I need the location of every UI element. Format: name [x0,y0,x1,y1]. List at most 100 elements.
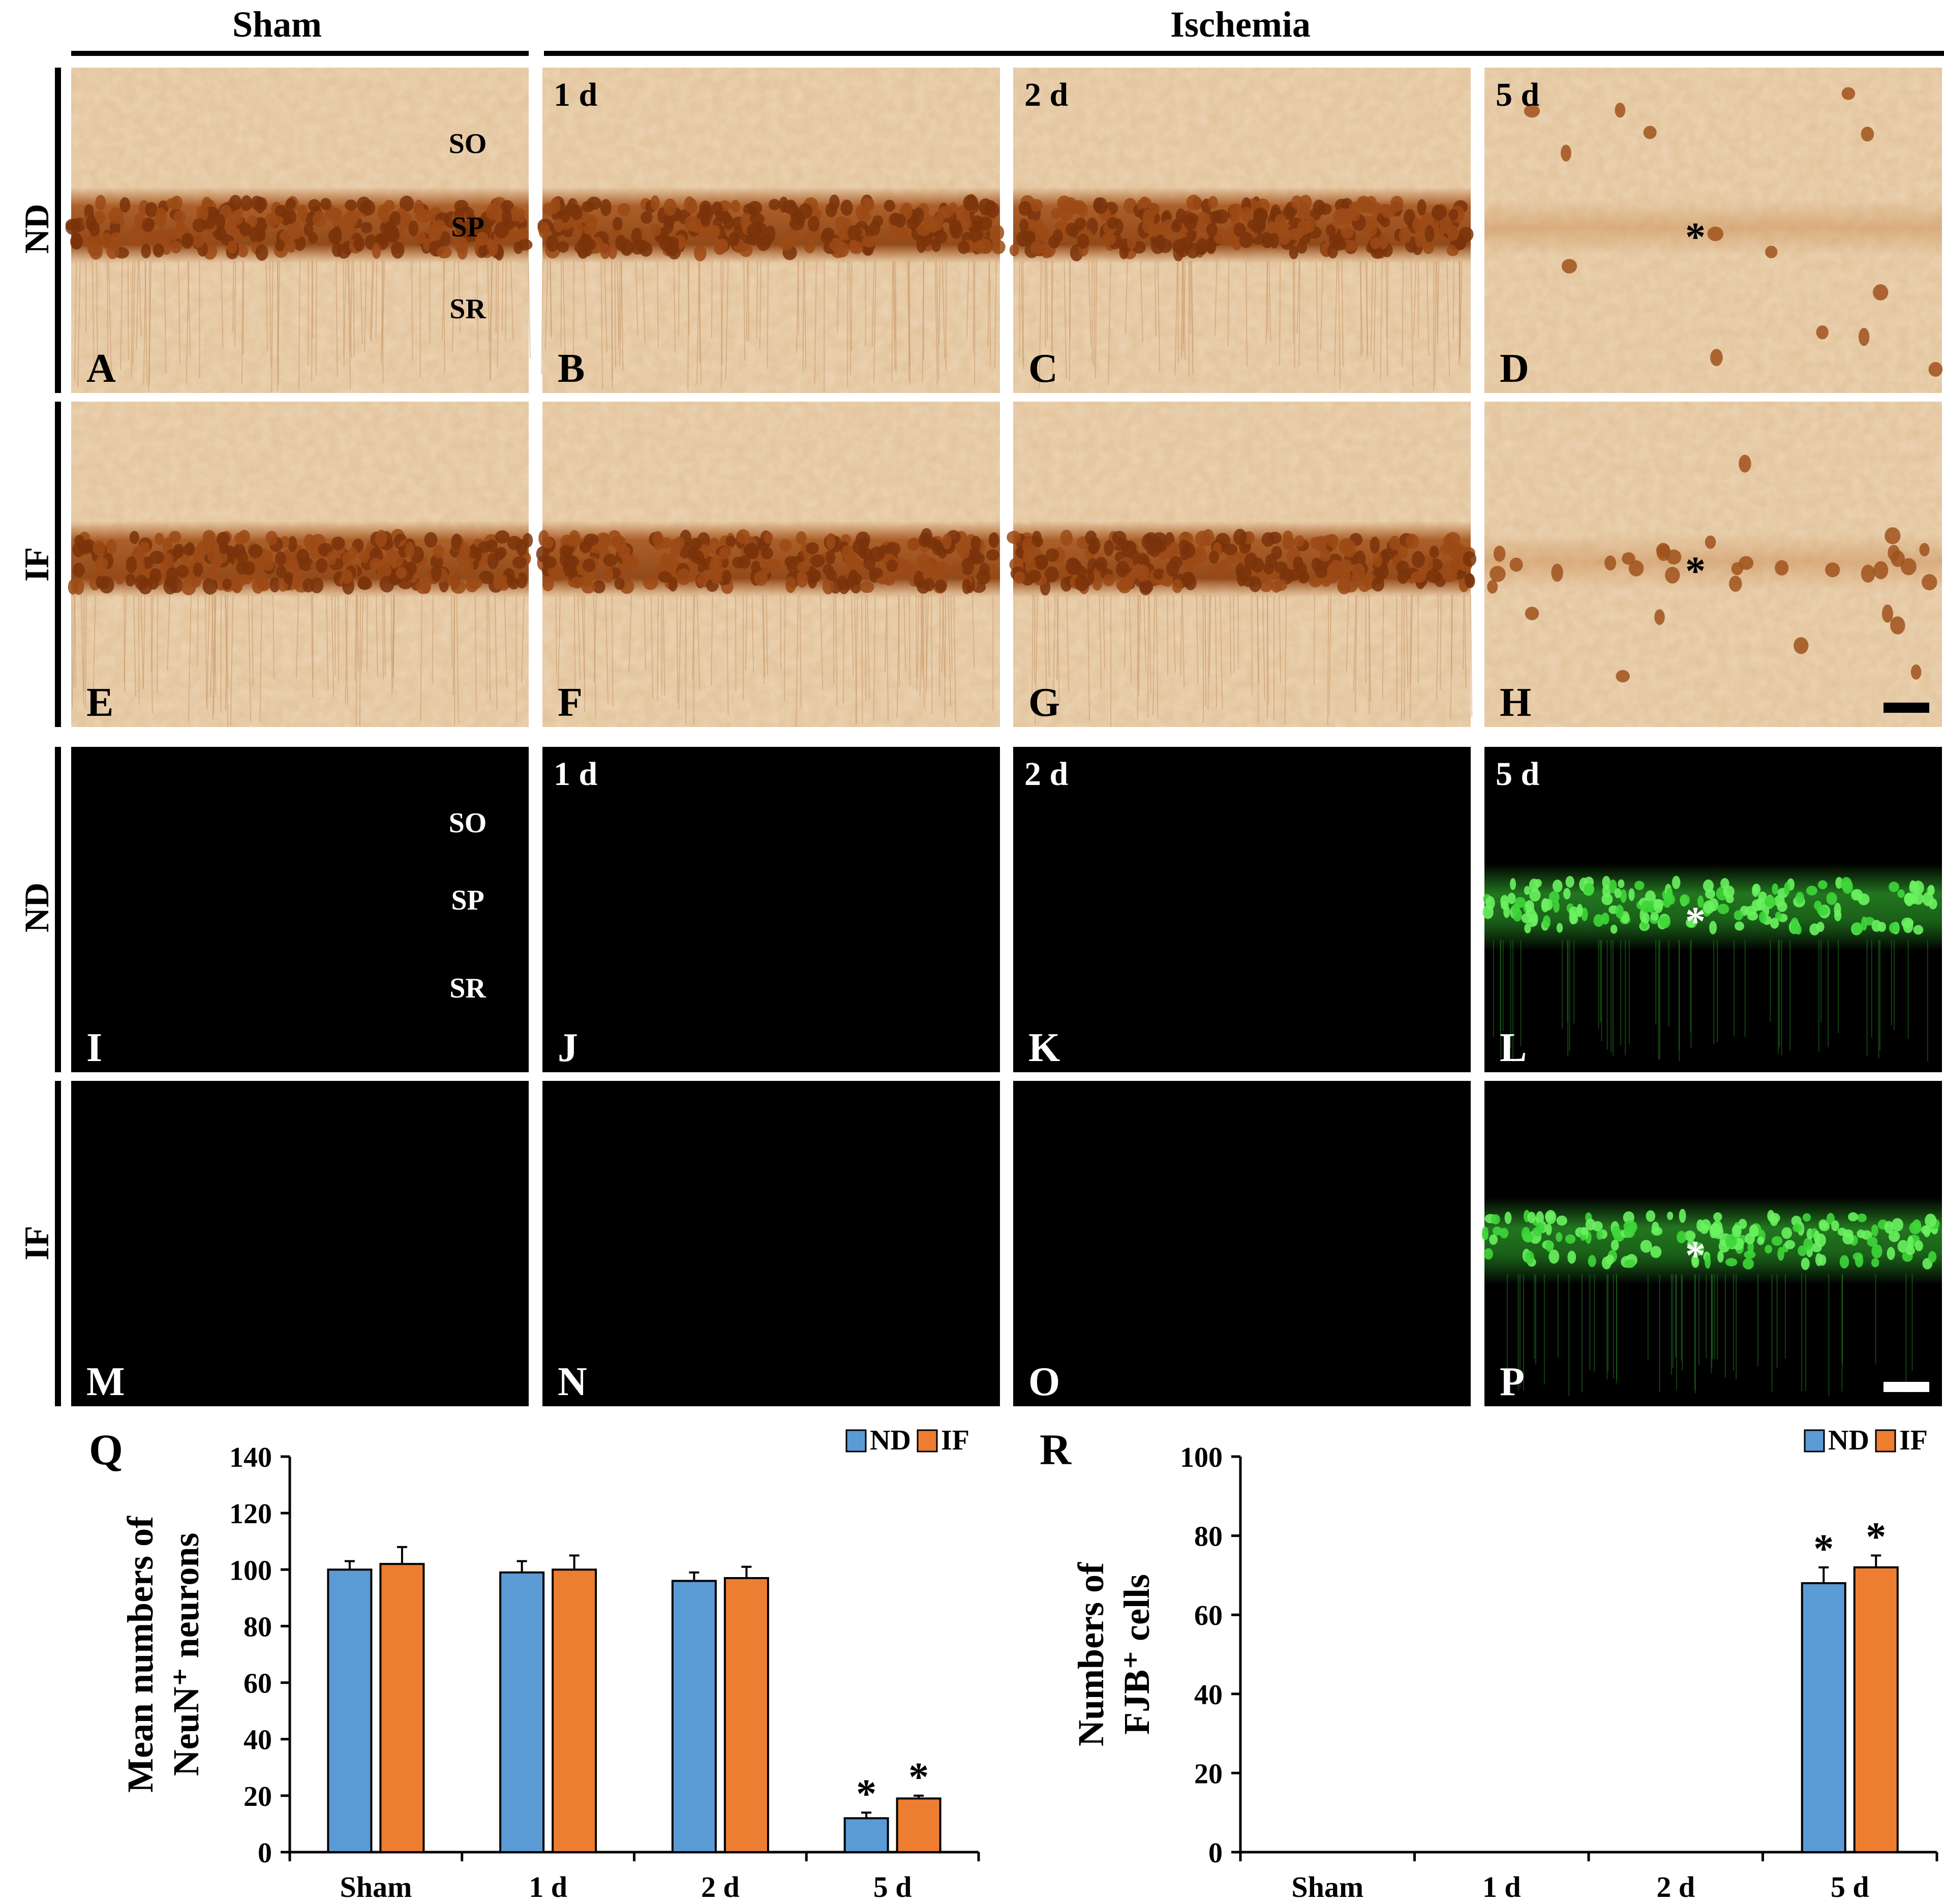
neuron-cell [553,566,565,582]
bar-if [896,1797,941,1854]
dendrite [1035,594,1038,726]
fjb-positive-cell [1889,882,1899,892]
neuron-cell [949,219,962,235]
dendrite [124,594,126,691]
neuron-cell [692,221,702,233]
dendrite [1173,594,1176,673]
fjb-positive-cell [1565,875,1574,888]
neuron-cell [1325,224,1336,237]
layer-label-so: SO [449,807,487,839]
bar-if [1853,1566,1899,1854]
neuron-cell [71,232,82,250]
fjb-positive-cell [1813,1230,1820,1244]
dendrite [941,594,945,673]
neuron-cell [139,541,150,554]
neuron-cell [1166,544,1178,560]
dendrite [676,594,679,703]
significance-asterisk: * [1813,1527,1834,1571]
fjb-positive-cell [1593,914,1604,927]
panel-letter: R [1040,1425,1072,1474]
neuron-cell [1268,531,1282,544]
neuron-cell [1888,545,1900,561]
neuron-cell [1710,349,1723,367]
dendrite [336,260,338,377]
neuron-cell [216,214,226,231]
y-axis-label: NeuN⁺ neurons [166,1533,206,1776]
neuron-cell [331,242,342,257]
dendrite [1214,594,1218,708]
fjb-positive-cell [1588,1255,1596,1267]
fjb-positive-cell [1542,915,1551,929]
panel-letter: Q [89,1425,123,1474]
fjb-positive-cell [1641,900,1652,913]
dendrite [938,594,941,696]
neuron-cell [1604,555,1617,570]
neuron-cell [1370,536,1380,554]
y-axis-label: FJB⁺ cells [1116,1574,1157,1735]
dendrite [371,260,374,343]
dendrite [1382,594,1384,700]
panel-background [1013,1081,1471,1406]
neuron-cell [95,195,106,210]
neuron-cell [517,227,528,243]
fjb-positive-cell [1867,1236,1878,1247]
neuron-cell [1282,205,1295,220]
neuron-cell [612,217,623,231]
neuron-cell [93,211,106,225]
neuron-cell [728,232,740,247]
bar-if [552,1568,597,1853]
fjb-positive-cell [1483,1248,1493,1260]
neuron-cell [1025,219,1038,232]
dendrite [687,260,690,336]
dendrite [921,594,925,708]
y-tick-label: 0 [258,1837,272,1869]
y-tick-label: 60 [244,1668,272,1700]
dendrite [1426,260,1430,355]
neuron-cell [1066,558,1080,576]
fjb-positive-cell [1634,881,1645,891]
fjb-positive-cell [1781,1227,1793,1239]
neuron-cell [746,223,762,239]
neuron-cell [216,532,230,547]
neuron-cell [542,202,556,216]
neuron-cell [1294,535,1305,547]
neuron-cell [398,215,410,230]
dendrite [847,260,848,387]
x-tick-label: 2 d [1656,1870,1695,1903]
neuron-cell [810,554,825,567]
significance-asterisk: * [856,1772,876,1817]
dendrite [1021,260,1024,364]
dendrite [528,260,531,359]
fjb-positive-cell [1685,918,1695,928]
neuron-cell [1524,104,1540,118]
dendrite [581,594,585,679]
neuron-cell [1794,637,1809,654]
neuron-cell [1509,557,1523,572]
neuron-cell [641,211,653,224]
neuron-cell [1297,220,1311,235]
dendrite [1296,260,1300,334]
layer-label-sp: SP [451,885,484,916]
time-label: 5 d [1496,755,1539,793]
neuron-cell [391,241,405,259]
neuron-cell [676,568,691,585]
neuron-cell [212,554,223,567]
dendrite [241,260,244,384]
dendrite [451,594,453,668]
neuron-cell [467,214,476,228]
micrograph-panel-h: H* [1484,402,1942,727]
neuron-cell [1029,199,1043,212]
fjb-positive-cell [1611,1240,1619,1251]
dendrite [873,260,876,383]
neuron-cell [1206,239,1217,254]
neuron-cell [970,536,981,552]
neuron-cell [1654,609,1665,625]
neuron-cell [900,202,913,217]
dendrite [383,594,386,677]
neuron-cell [1371,577,1385,592]
fjb-positive-cell [1851,922,1863,935]
neuron-cell [1207,196,1218,209]
neuron-cell [383,199,395,212]
neuron-cell [1045,548,1059,562]
bar-nd [327,1568,373,1853]
